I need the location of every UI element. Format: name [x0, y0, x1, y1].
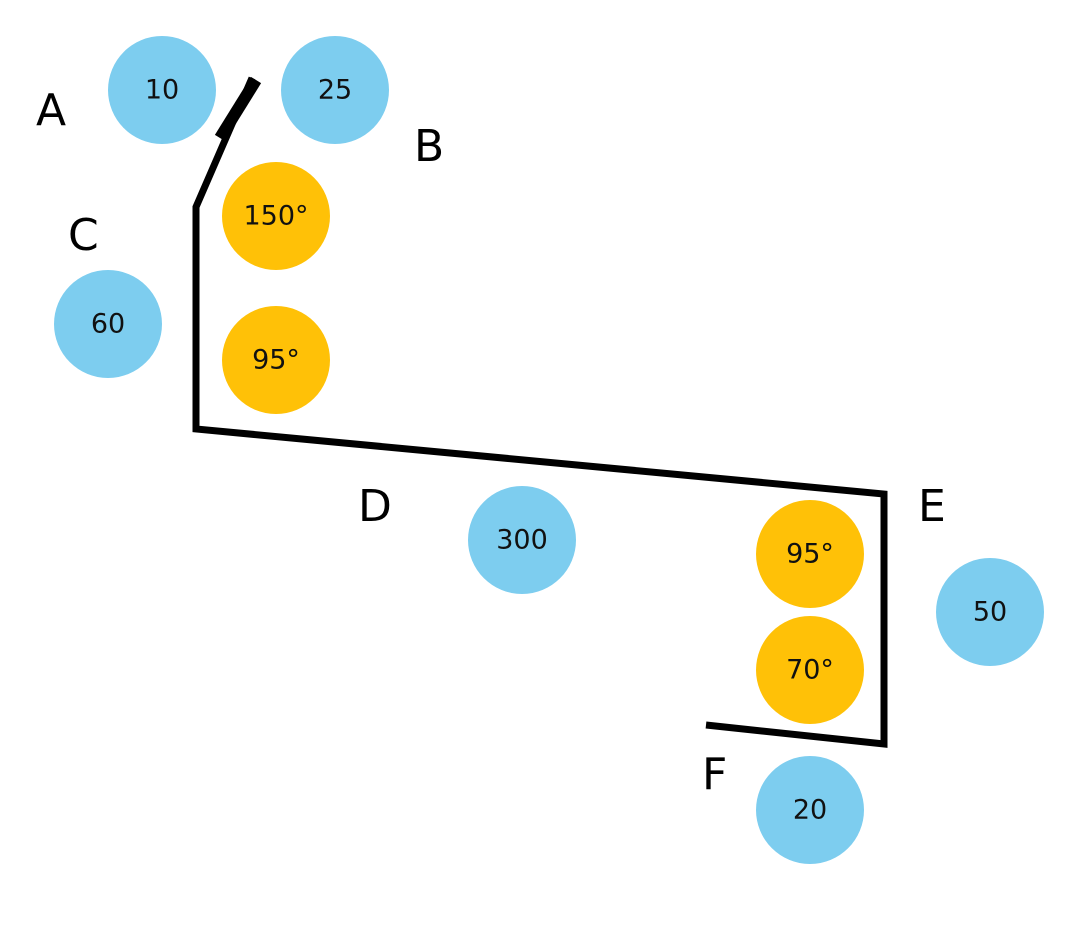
angle-badge-c-lower: 95° [222, 306, 330, 414]
profile-hem [214, 76, 262, 142]
point-label-f: F [702, 749, 727, 800]
svg-text:10: 10 [145, 75, 179, 106]
angle-badge-c: 150° [222, 162, 330, 270]
profile-line [192, 76, 888, 748]
angle-badge-e-lower: 70° [756, 616, 864, 724]
svg-text:25: 25 [318, 75, 352, 106]
svg-text:95°: 95° [252, 345, 300, 376]
svg-text:300: 300 [496, 525, 548, 556]
svg-text:70°: 70° [786, 655, 834, 686]
svg-text:150°: 150° [243, 201, 308, 232]
length-badge-de: 50 [936, 558, 1044, 666]
point-label-d: D [358, 481, 392, 532]
svg-text:20: 20 [793, 795, 827, 826]
angle-badge-e: 95° [756, 500, 864, 608]
length-badge-bc: 60 [54, 270, 162, 378]
svg-text:50: 50 [973, 597, 1007, 628]
point-label-b: B [414, 121, 444, 172]
length-badge-ef: 20 [756, 756, 864, 864]
length-badge-cd: 300 [468, 486, 576, 594]
point-label-e: E [918, 481, 946, 532]
point-label-a: A [36, 85, 66, 136]
svg-text:95°: 95° [786, 539, 834, 570]
svg-text:60: 60 [91, 309, 125, 340]
point-label-c: C [68, 210, 99, 261]
length-badge-ab-start: 10 [108, 36, 216, 144]
length-badge-ab: 25 [281, 36, 389, 144]
